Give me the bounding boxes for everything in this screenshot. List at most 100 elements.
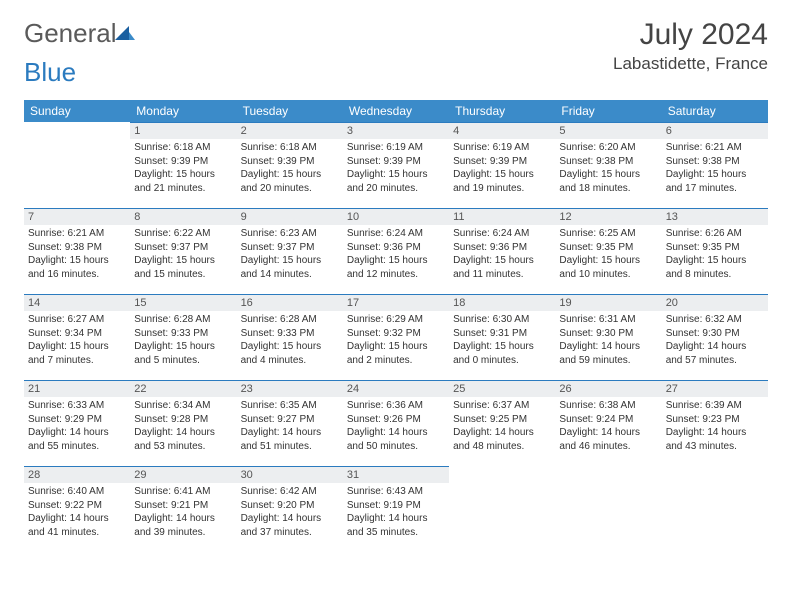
daylight-text: Daylight: 15 hours and 21 minutes. [134, 168, 232, 195]
sunrise-text: Sunrise: 6:28 AM [241, 313, 339, 327]
day-body: Sunrise: 6:30 AMSunset: 9:31 PMDaylight:… [449, 311, 555, 373]
sunset-text: Sunset: 9:20 PM [241, 499, 339, 513]
day-body: Sunrise: 6:37 AMSunset: 9:25 PMDaylight:… [449, 397, 555, 459]
day-body: Sunrise: 6:21 AMSunset: 9:38 PMDaylight:… [662, 139, 768, 201]
day-number: 20 [662, 294, 768, 311]
sunrise-text: Sunrise: 6:29 AM [347, 313, 445, 327]
calendar-day-cell: 26Sunrise: 6:38 AMSunset: 9:24 PMDayligh… [555, 380, 661, 466]
logo-sail-icon [115, 18, 135, 49]
day-body: Sunrise: 6:28 AMSunset: 9:33 PMDaylight:… [237, 311, 343, 373]
logo: GeneralBlue [24, 18, 135, 88]
day-number: 22 [130, 380, 236, 397]
sunrise-text: Sunrise: 6:23 AM [241, 227, 339, 241]
day-body: Sunrise: 6:34 AMSunset: 9:28 PMDaylight:… [130, 397, 236, 459]
day-number: 19 [555, 294, 661, 311]
weekday-header-row: SundayMondayTuesdayWednesdayThursdayFrid… [24, 100, 768, 122]
sunset-text: Sunset: 9:26 PM [347, 413, 445, 427]
daylight-text: Daylight: 15 hours and 16 minutes. [28, 254, 126, 281]
daylight-text: Daylight: 14 hours and 53 minutes. [134, 426, 232, 453]
weekday-header: Sunday [24, 100, 130, 122]
daylight-text: Daylight: 15 hours and 20 minutes. [241, 168, 339, 195]
sunset-text: Sunset: 9:34 PM [28, 327, 126, 341]
day-number: 1 [130, 122, 236, 139]
title-block: July 2024 Labastidette, France [613, 18, 768, 74]
day-body: Sunrise: 6:19 AMSunset: 9:39 PMDaylight:… [449, 139, 555, 201]
sunrise-text: Sunrise: 6:37 AM [453, 399, 551, 413]
day-number: 28 [24, 466, 130, 483]
month-title: July 2024 [613, 18, 768, 52]
sunset-text: Sunset: 9:22 PM [28, 499, 126, 513]
calendar-day-cell: 16Sunrise: 6:28 AMSunset: 9:33 PMDayligh… [237, 294, 343, 380]
logo-part1: General [24, 18, 117, 48]
day-number: 12 [555, 208, 661, 225]
sunrise-text: Sunrise: 6:19 AM [453, 141, 551, 155]
daylight-text: Daylight: 15 hours and 18 minutes. [559, 168, 657, 195]
sunrise-text: Sunrise: 6:32 AM [666, 313, 764, 327]
calendar-day-cell: 5Sunrise: 6:20 AMSunset: 9:38 PMDaylight… [555, 122, 661, 208]
daylight-text: Daylight: 14 hours and 41 minutes. [28, 512, 126, 539]
day-body: Sunrise: 6:18 AMSunset: 9:39 PMDaylight:… [237, 139, 343, 201]
daylight-text: Daylight: 14 hours and 48 minutes. [453, 426, 551, 453]
daylight-text: Daylight: 15 hours and 2 minutes. [347, 340, 445, 367]
day-number: 2 [237, 122, 343, 139]
day-body: Sunrise: 6:23 AMSunset: 9:37 PMDaylight:… [237, 225, 343, 287]
calendar-day-cell: 10Sunrise: 6:24 AMSunset: 9:36 PMDayligh… [343, 208, 449, 294]
calendar-day-cell: 12Sunrise: 6:25 AMSunset: 9:35 PMDayligh… [555, 208, 661, 294]
sunrise-text: Sunrise: 6:21 AM [666, 141, 764, 155]
sunrise-text: Sunrise: 6:18 AM [134, 141, 232, 155]
day-body: Sunrise: 6:31 AMSunset: 9:30 PMDaylight:… [555, 311, 661, 373]
sunrise-text: Sunrise: 6:27 AM [28, 313, 126, 327]
daylight-text: Daylight: 14 hours and 37 minutes. [241, 512, 339, 539]
day-body: Sunrise: 6:26 AMSunset: 9:35 PMDaylight:… [662, 225, 768, 287]
sunset-text: Sunset: 9:38 PM [559, 155, 657, 169]
daylight-text: Daylight: 15 hours and 5 minutes. [134, 340, 232, 367]
sunset-text: Sunset: 9:28 PM [134, 413, 232, 427]
sunset-text: Sunset: 9:25 PM [453, 413, 551, 427]
sunset-text: Sunset: 9:33 PM [241, 327, 339, 341]
day-body: Sunrise: 6:24 AMSunset: 9:36 PMDaylight:… [343, 225, 449, 287]
daylight-text: Daylight: 15 hours and 7 minutes. [28, 340, 126, 367]
day-number: 8 [130, 208, 236, 225]
sunset-text: Sunset: 9:39 PM [453, 155, 551, 169]
day-body: Sunrise: 6:40 AMSunset: 9:22 PMDaylight:… [24, 483, 130, 545]
day-body: Sunrise: 6:18 AMSunset: 9:39 PMDaylight:… [130, 139, 236, 201]
calendar-day-cell: 30Sunrise: 6:42 AMSunset: 9:20 PMDayligh… [237, 466, 343, 552]
sunset-text: Sunset: 9:37 PM [241, 241, 339, 255]
daylight-text: Daylight: 14 hours and 59 minutes. [559, 340, 657, 367]
daylight-text: Daylight: 15 hours and 12 minutes. [347, 254, 445, 281]
daylight-text: Daylight: 14 hours and 50 minutes. [347, 426, 445, 453]
calendar-day-cell: 17Sunrise: 6:29 AMSunset: 9:32 PMDayligh… [343, 294, 449, 380]
day-number: 23 [237, 380, 343, 397]
day-number: 5 [555, 122, 661, 139]
calendar-day-cell: 28Sunrise: 6:40 AMSunset: 9:22 PMDayligh… [24, 466, 130, 552]
daylight-text: Daylight: 15 hours and 14 minutes. [241, 254, 339, 281]
daylight-text: Daylight: 14 hours and 55 minutes. [28, 426, 126, 453]
day-number: 30 [237, 466, 343, 483]
weekday-header: Friday [555, 100, 661, 122]
day-number: 26 [555, 380, 661, 397]
calendar-day-cell: 25Sunrise: 6:37 AMSunset: 9:25 PMDayligh… [449, 380, 555, 466]
calendar-day-cell: 22Sunrise: 6:34 AMSunset: 9:28 PMDayligh… [130, 380, 236, 466]
day-number: 7 [24, 208, 130, 225]
sunrise-text: Sunrise: 6:41 AM [134, 485, 232, 499]
daylight-text: Daylight: 15 hours and 0 minutes. [453, 340, 551, 367]
sunset-text: Sunset: 9:39 PM [134, 155, 232, 169]
day-number: 21 [24, 380, 130, 397]
calendar-empty-cell [555, 466, 661, 552]
calendar-day-cell: 13Sunrise: 6:26 AMSunset: 9:35 PMDayligh… [662, 208, 768, 294]
day-body: Sunrise: 6:19 AMSunset: 9:39 PMDaylight:… [343, 139, 449, 201]
sunrise-text: Sunrise: 6:24 AM [347, 227, 445, 241]
day-number: 10 [343, 208, 449, 225]
daylight-text: Daylight: 15 hours and 8 minutes. [666, 254, 764, 281]
day-body: Sunrise: 6:43 AMSunset: 9:19 PMDaylight:… [343, 483, 449, 545]
calendar-week-row: 21Sunrise: 6:33 AMSunset: 9:29 PMDayligh… [24, 380, 768, 466]
day-number: 14 [24, 294, 130, 311]
calendar-week-row: 28Sunrise: 6:40 AMSunset: 9:22 PMDayligh… [24, 466, 768, 552]
weekday-header: Saturday [662, 100, 768, 122]
calendar-day-cell: 15Sunrise: 6:28 AMSunset: 9:33 PMDayligh… [130, 294, 236, 380]
day-number: 15 [130, 294, 236, 311]
location: Labastidette, France [613, 54, 768, 74]
day-body: Sunrise: 6:27 AMSunset: 9:34 PMDaylight:… [24, 311, 130, 373]
sunset-text: Sunset: 9:30 PM [559, 327, 657, 341]
daylight-text: Daylight: 15 hours and 10 minutes. [559, 254, 657, 281]
